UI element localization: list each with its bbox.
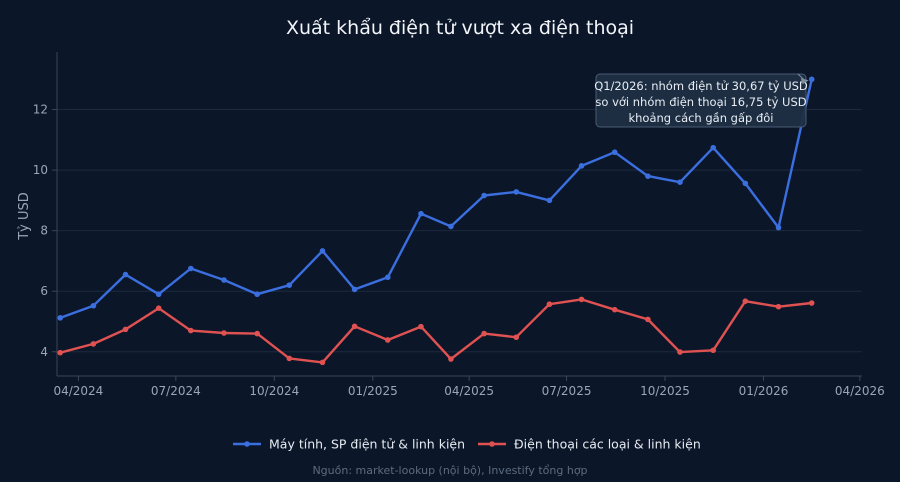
series-1-point — [546, 197, 553, 204]
series-2-point — [188, 327, 194, 334]
series-2-point — [418, 323, 424, 330]
series-1-point — [221, 277, 227, 283]
series-1-point — [611, 149, 618, 156]
series-1-point — [155, 291, 162, 298]
series-2-point — [546, 301, 553, 308]
chart-title: Xuất khẩu điện tử vượt xa điện thoại — [286, 17, 634, 39]
series-1-point — [188, 265, 194, 272]
series-2-point — [90, 341, 97, 347]
series-2-point — [775, 303, 782, 310]
annotation-box — [595, 73, 807, 128]
series-layer — [57, 76, 815, 366]
series-1-point — [319, 248, 326, 254]
x-tick-label: 01/2025 — [348, 384, 398, 398]
series-1-point — [742, 180, 749, 187]
y-tick-label: 6 — [40, 284, 48, 298]
y-tick-label: 12 — [33, 103, 48, 117]
series-2-point — [254, 330, 260, 337]
x-ticks: 04/2024 07/2024 10/2024 01/2025 04/2025 07/20… — [53, 376, 885, 398]
legend-label-2: Điện thoại các loại & linh kiện — [514, 437, 701, 452]
series-1-point — [286, 282, 293, 288]
axes — [56, 52, 862, 377]
series-1-point — [481, 192, 487, 199]
series-1-point — [710, 144, 717, 151]
series-2-point — [578, 296, 585, 303]
series-1-point — [677, 179, 683, 186]
series-2-point — [286, 355, 293, 362]
series-2-point — [808, 300, 815, 306]
series-2-point — [513, 334, 520, 341]
source-note: Nguồn: market-lookup (nội bộ), Investify… — [312, 464, 587, 477]
annotation-line: Q1/2026: nhóm điện tử 30,67 tỷ USD — [594, 79, 808, 93]
series-1-point — [513, 189, 520, 195]
annotation: Q1/2026: nhóm điện tử 30,67 tỷ USD so với… — [594, 73, 809, 128]
series-2-point — [742, 298, 749, 305]
series-1-point — [808, 76, 815, 83]
series-2-point — [611, 306, 618, 313]
series-1-point — [57, 315, 64, 321]
series-2-point — [448, 356, 454, 362]
y-ticks: 4 6 8 10 12 — [33, 103, 57, 359]
y-tick-label: 10 — [33, 163, 48, 177]
series-1-point — [448, 223, 454, 230]
series-1-point — [254, 291, 260, 298]
x-tick-label: 10/2024 — [249, 384, 299, 398]
series-1-point — [775, 224, 782, 231]
legend: Máy tính, SP điện tử & linh kiện Điện tho… — [233, 437, 701, 452]
series-2-point — [384, 337, 391, 343]
series-1-point — [90, 302, 97, 309]
series-1-point — [122, 271, 129, 278]
series-2-point — [221, 330, 227, 336]
series-line-1 — [59, 79, 813, 320]
grid — [57, 109, 862, 353]
series-2-point — [645, 316, 651, 323]
y-tick-label: 4 — [40, 345, 48, 359]
x-tick-label: 07/2024 — [151, 384, 201, 398]
series-1-point — [384, 274, 391, 281]
annotation-line: khoảng cách gần gấp đôi — [628, 111, 773, 125]
series-2-point — [57, 349, 64, 356]
x-tick-label: 01/2026 — [739, 384, 789, 398]
legend-marker-2 — [489, 441, 495, 447]
annotation-line: so với nhóm điện thoại 16,75 tỷ USD — [595, 95, 806, 109]
series-2-point — [710, 347, 717, 354]
series-2-point — [481, 330, 487, 337]
annotation-arrowhead — [800, 78, 809, 85]
series-2-point — [351, 323, 358, 330]
x-tick-label: 07/2025 — [542, 384, 592, 398]
legend-label-1: Máy tính, SP điện tử & linh kiện — [269, 437, 465, 452]
series-2-point — [319, 359, 326, 366]
y-tick-label: 8 — [40, 224, 48, 238]
series-1-point — [418, 210, 424, 217]
series-1-point — [645, 173, 651, 179]
series-2-point — [677, 349, 683, 355]
legend-marker-1 — [244, 441, 250, 447]
x-tick-label: 04/2024 — [53, 384, 103, 398]
x-tick-label: 10/2025 — [640, 384, 690, 398]
y-axis-label: Tỷ USD — [17, 192, 32, 241]
series-2-point — [155, 305, 162, 311]
series-2-point — [122, 326, 129, 333]
x-tick-label: 04/2026 — [835, 384, 885, 398]
series-1-point — [578, 163, 585, 169]
x-tick-label: 04/2025 — [444, 384, 494, 398]
series-1-point — [351, 286, 358, 293]
series-line-2 — [59, 298, 812, 364]
